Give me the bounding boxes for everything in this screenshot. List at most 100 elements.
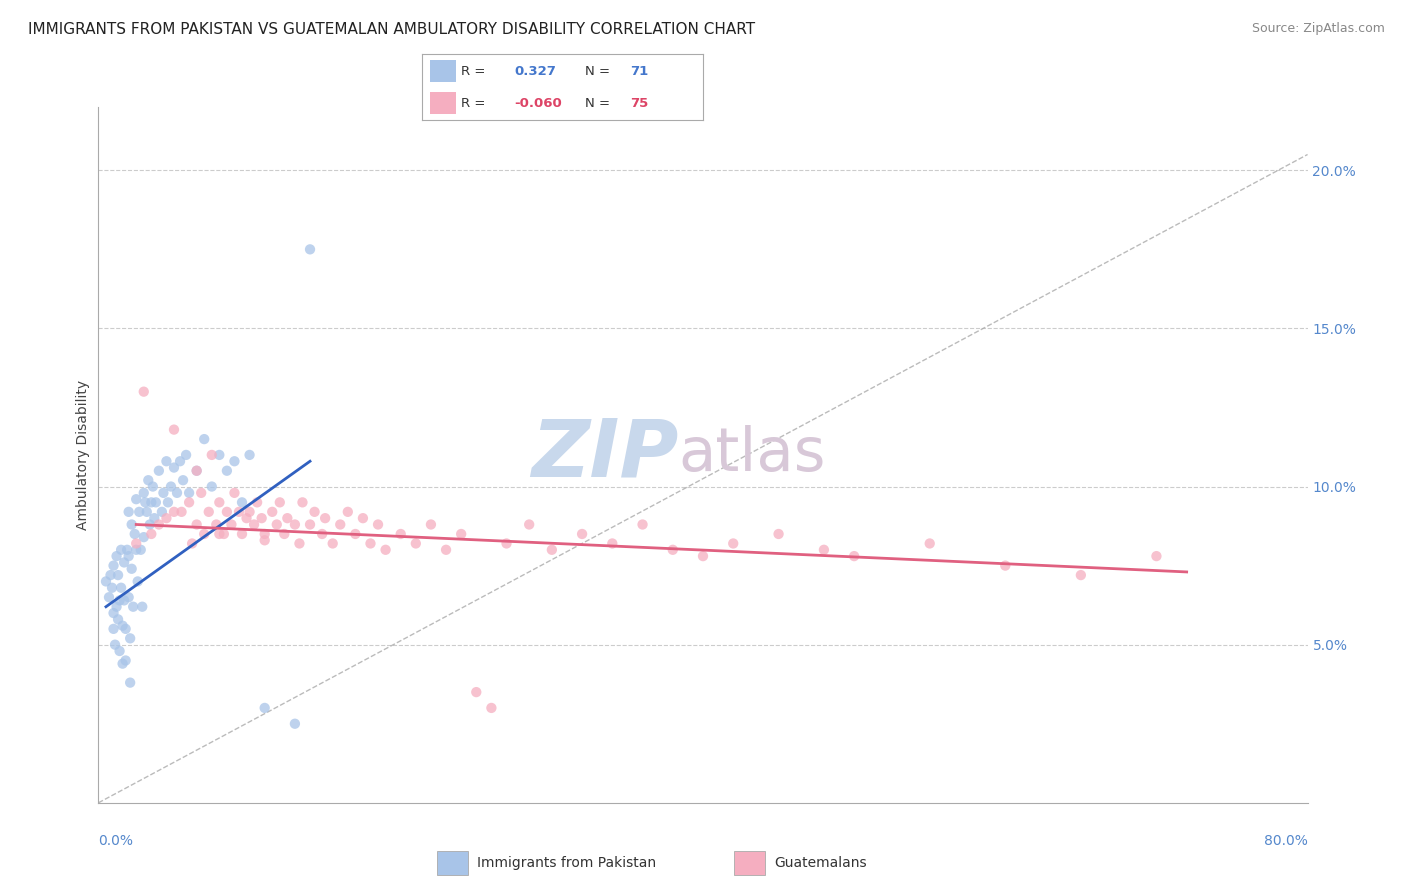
- Point: [169, 454, 191, 468]
- Point: [152, 486, 174, 500]
- Point: [450, 527, 472, 541]
- Point: [107, 612, 129, 626]
- Point: [186, 464, 208, 478]
- Text: ZIP: ZIP: [531, 416, 679, 494]
- Text: Guatemalans: Guatemalans: [775, 856, 866, 870]
- Point: [108, 644, 131, 658]
- Point: [104, 638, 127, 652]
- Point: [239, 505, 262, 519]
- Point: [374, 542, 396, 557]
- Point: [135, 505, 157, 519]
- Point: [215, 464, 238, 478]
- Point: [132, 384, 155, 399]
- Text: N =: N =: [585, 65, 610, 78]
- Point: [262, 505, 284, 519]
- Point: [208, 527, 231, 541]
- Point: [215, 505, 238, 519]
- Text: R =: R =: [461, 96, 485, 110]
- Text: 75: 75: [630, 96, 648, 110]
- Point: [125, 492, 148, 507]
- Point: [101, 581, 124, 595]
- FancyBboxPatch shape: [430, 92, 456, 114]
- FancyBboxPatch shape: [430, 61, 456, 82]
- Point: [143, 511, 166, 525]
- Point: [108, 593, 131, 607]
- Point: [114, 653, 136, 667]
- Point: [118, 591, 141, 605]
- Point: [111, 657, 134, 671]
- Point: [465, 685, 488, 699]
- Point: [94, 574, 117, 589]
- Point: [205, 517, 228, 532]
- Point: [517, 517, 540, 532]
- Point: [288, 536, 311, 550]
- Point: [434, 542, 457, 557]
- Point: [127, 574, 149, 589]
- Y-axis label: Ambulatory Disability: Ambulatory Disability: [76, 380, 90, 530]
- Text: atlas: atlas: [679, 425, 827, 484]
- Point: [723, 536, 745, 550]
- Point: [155, 511, 177, 525]
- Point: [352, 511, 374, 525]
- Point: [197, 505, 219, 519]
- Point: [228, 505, 250, 519]
- Point: [170, 505, 193, 519]
- Point: [367, 517, 389, 532]
- Point: [269, 495, 291, 509]
- Point: [131, 599, 153, 614]
- Point: [243, 517, 266, 532]
- Point: [174, 448, 197, 462]
- Point: [160, 479, 183, 493]
- Point: [631, 517, 654, 532]
- Point: [134, 495, 156, 509]
- Point: [110, 542, 132, 557]
- Point: [111, 618, 134, 632]
- Text: IMMIGRANTS FROM PAKISTAN VS GUATEMALAN AMBULATORY DISABILITY CORRELATION CHART: IMMIGRANTS FROM PAKISTAN VS GUATEMALAN A…: [28, 22, 755, 37]
- Point: [114, 622, 136, 636]
- Point: [1144, 549, 1167, 563]
- Text: N =: N =: [585, 96, 610, 110]
- Point: [602, 536, 624, 550]
- Point: [103, 606, 125, 620]
- Point: [221, 517, 243, 532]
- Point: [193, 432, 215, 446]
- Point: [166, 486, 188, 500]
- Point: [344, 527, 367, 541]
- Point: [360, 536, 382, 550]
- Point: [190, 486, 212, 500]
- Point: [692, 549, 714, 563]
- Point: [336, 505, 359, 519]
- Text: R =: R =: [461, 65, 485, 78]
- Text: 0.327: 0.327: [515, 65, 557, 78]
- Point: [201, 479, 224, 493]
- Point: [186, 464, 208, 478]
- Point: [994, 558, 1017, 573]
- Point: [314, 511, 336, 525]
- Point: [118, 505, 141, 519]
- Point: [284, 517, 307, 532]
- Point: [120, 632, 142, 646]
- Point: [918, 536, 941, 550]
- Text: 80.0%: 80.0%: [1264, 834, 1308, 848]
- Point: [120, 675, 142, 690]
- Point: [291, 495, 314, 509]
- Point: [481, 701, 503, 715]
- Point: [110, 581, 132, 595]
- Point: [179, 495, 201, 509]
- Point: [181, 536, 204, 550]
- Point: [212, 527, 235, 541]
- Point: [112, 593, 135, 607]
- Point: [540, 542, 562, 557]
- Point: [329, 517, 352, 532]
- Point: [179, 486, 201, 500]
- Point: [155, 454, 177, 468]
- Point: [276, 511, 298, 525]
- Point: [98, 591, 121, 605]
- Point: [156, 495, 179, 509]
- Point: [129, 542, 152, 557]
- FancyBboxPatch shape: [437, 851, 468, 875]
- Point: [253, 527, 276, 541]
- Point: [125, 536, 148, 550]
- FancyBboxPatch shape: [734, 851, 765, 875]
- Point: [250, 511, 273, 525]
